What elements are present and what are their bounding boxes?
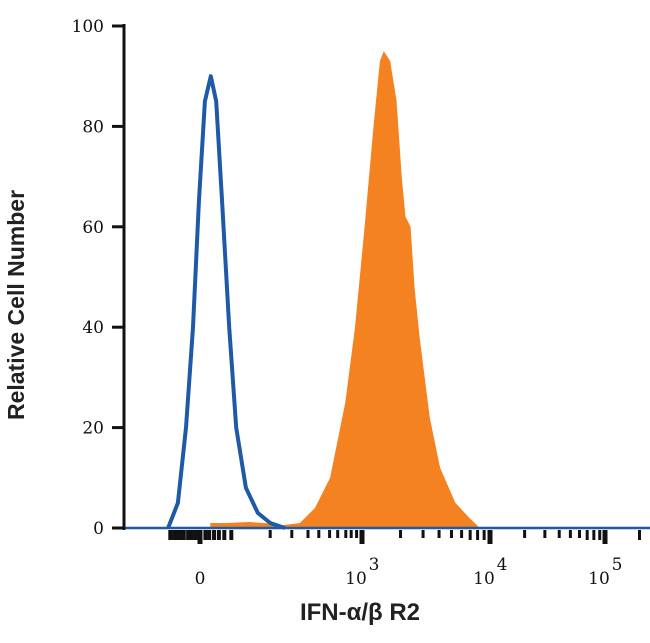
x-minor-tick-mark	[178, 530, 183, 540]
x-minor-tick-mark	[168, 530, 173, 540]
x-minor-tick-mark	[568, 530, 572, 538]
y-tick-label: 40	[82, 318, 104, 338]
plot-series	[166, 51, 480, 530]
x-minor-tick-mark	[207, 530, 212, 540]
x-minor-tick-mark	[592, 530, 596, 540]
x-major-tick-mark	[359, 530, 365, 544]
x-axis-title: IFN-α/β R2	[300, 599, 420, 626]
x-major-tick-mark	[197, 530, 203, 544]
x-minor-tick-mark	[437, 530, 441, 538]
x-tick-label: 10	[473, 569, 495, 589]
x-minor-tick-mark	[175, 530, 180, 540]
x-minor-tick-mark	[336, 530, 340, 538]
x-minor-tick-mark	[482, 530, 486, 540]
y-tick-label: 80	[82, 117, 104, 137]
x-minor-tick-mark	[449, 530, 453, 538]
y-axis-ticks: 0 20 40 60 80 100	[72, 17, 124, 539]
x-tick-label: 10	[588, 569, 610, 589]
x-minor-tick-mark	[585, 530, 589, 540]
x-tick-exponent: 3	[369, 555, 380, 575]
x-minor-tick-mark	[317, 530, 321, 538]
x-minor-tick-mark	[399, 530, 403, 538]
x-major-tick-mark	[602, 530, 608, 544]
x-minor-tick-mark	[268, 530, 272, 538]
y-tick-label: 100	[72, 17, 104, 37]
x-minor-tick-mark	[468, 530, 472, 540]
x-tick-exponent: 5	[612, 555, 623, 575]
x-minor-tick-mark	[181, 530, 186, 540]
x-minor-tick-mark	[577, 530, 581, 538]
x-minor-tick-mark	[557, 530, 561, 538]
x-minor-tick-mark	[344, 530, 348, 538]
x-minor-tick-mark	[598, 530, 602, 540]
x-minor-tick-mark	[349, 530, 353, 538]
x-minor-tick-mark	[460, 530, 464, 538]
x-minor-tick-mark	[212, 530, 217, 540]
y-tick-label: 60	[82, 218, 104, 238]
x-minor-tick-mark	[189, 530, 194, 540]
x-minor-tick-mark	[203, 530, 208, 540]
x-minor-tick-mark	[216, 530, 221, 540]
x-minor-tick-mark	[523, 530, 527, 538]
x-tick-exponent: 4	[497, 555, 508, 575]
x-minor-tick-mark	[476, 530, 480, 540]
y-axis-title: Relative Cell Number	[3, 190, 29, 420]
y-tick-label: 0	[93, 519, 104, 539]
x-tick-label: 10	[345, 569, 367, 589]
x-minor-tick-mark	[421, 530, 425, 538]
x-minor-tick-mark	[328, 530, 332, 538]
x-minor-tick-mark	[172, 530, 177, 540]
y-tick-label: 20	[82, 419, 104, 439]
x-minor-tick-mark	[355, 530, 359, 538]
x-minor-tick-mark	[290, 530, 294, 538]
x-minor-tick-mark	[193, 530, 198, 540]
x-minor-tick-mark	[222, 530, 227, 540]
x-major-tick-mark	[487, 530, 493, 544]
series-line-histogram	[166, 74, 286, 530]
x-minor-tick-mark	[229, 530, 234, 540]
x-minor-tick-mark	[638, 530, 641, 540]
x-minor-tick-mark	[306, 530, 310, 538]
x-minor-tick-mark	[186, 530, 191, 540]
series-filled-histogram	[210, 51, 480, 528]
x-minor-tick-mark	[543, 530, 547, 538]
x-axis-minor-ticks	[168, 530, 641, 540]
x-tick-label: 0	[195, 569, 206, 589]
